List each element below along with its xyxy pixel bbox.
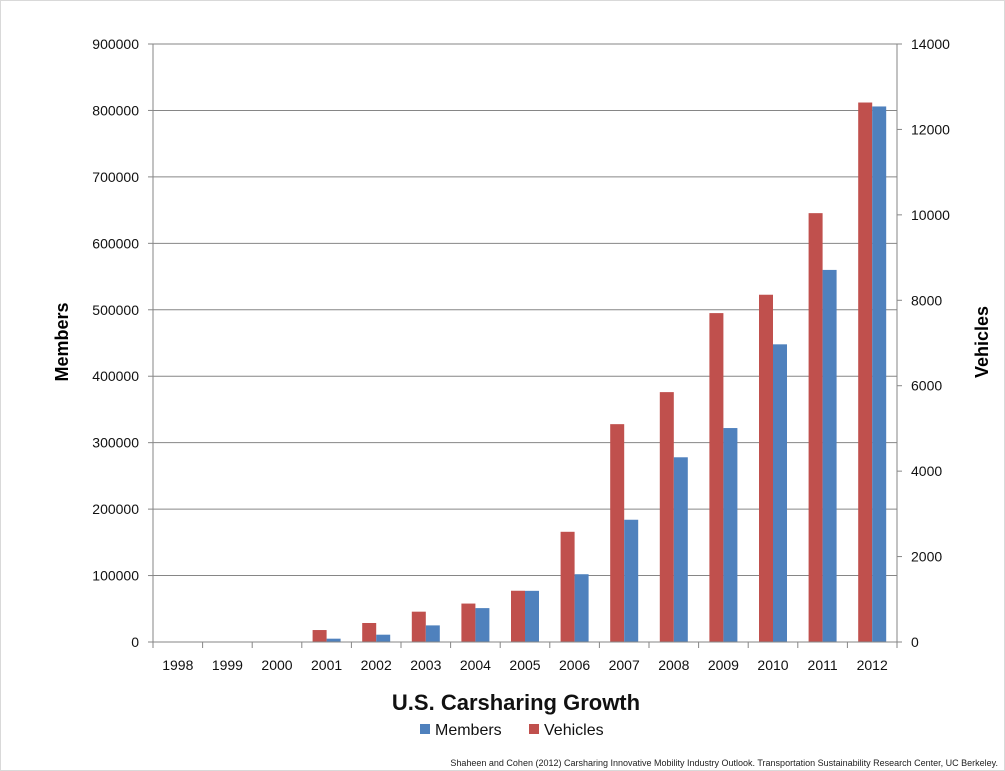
y-tick-label: 400000: [92, 368, 139, 384]
bar-members-2009: [723, 428, 738, 642]
bar-vehicles-2002: [362, 622, 377, 642]
bar-members-2002: [376, 634, 391, 642]
y-tick-label: 500000: [92, 302, 139, 318]
source-note: Shaheen and Cohen (2012) Carsharing Inno…: [450, 758, 998, 768]
y-tick-label: 700000: [92, 169, 139, 185]
bar-members-2010: [773, 344, 787, 642]
x-tick-label: 2002: [361, 657, 392, 673]
y2-tick-label: 2000: [911, 549, 942, 565]
x-tick-label: 2011: [808, 657, 838, 673]
y2-tick-label: 4000: [911, 463, 942, 479]
right-axis-ticks: 0 2000 4000 6000 8000 10000 12000 14000: [911, 36, 950, 650]
x-tick-label: 2012: [857, 657, 888, 673]
x-tick-label: 2001: [311, 657, 342, 673]
y2-tick-label: 6000: [911, 378, 942, 394]
bar-members-2004: [475, 608, 490, 642]
x-tick-label: 2010: [757, 657, 788, 673]
x-tick-label: 2000: [261, 657, 292, 673]
legend-swatch-members: [420, 724, 430, 734]
y-tick-label: 600000: [92, 235, 139, 251]
x-tick-label: 2006: [559, 657, 590, 673]
bar-vehicles-2011: [808, 213, 823, 643]
x-tick-label: 2004: [460, 657, 491, 673]
bar-members-2006: [574, 574, 589, 642]
y-tick-label: 300000: [92, 435, 139, 451]
chart-title: U.S. Carsharing Growth: [392, 690, 640, 715]
bar-members-2001: [326, 638, 341, 642]
bar-vehicles-2005: [511, 590, 525, 642]
y-tick-label: 100000: [92, 568, 139, 584]
left-axis-ticks: 0 100000 200000 300000 400000 500000 600000 700…: [92, 36, 139, 650]
x-tick-label: 2007: [609, 657, 640, 673]
legend-swatch-vehicles: [529, 724, 539, 734]
bar-vehicles-2010: [759, 294, 773, 642]
x-tick-label: 2009: [708, 657, 739, 673]
x-tick-label: 2003: [410, 657, 441, 673]
bar-vehicles-2007: [610, 424, 625, 642]
y2-axis-title: Vehicles: [972, 306, 992, 378]
bar-vehicles-2012: [858, 102, 873, 643]
x-tick-label: 2005: [509, 657, 540, 673]
bar-vehicles-2008: [659, 392, 674, 642]
bar-vehicles-2003: [411, 611, 426, 642]
y2-tick-label: 12000: [911, 121, 950, 137]
bar-members-2007: [624, 519, 639, 642]
x-axis-ticks: 1998 1999 2000 2001 2002 2003 2004 2005 2006 2007…: [162, 657, 888, 673]
y-tick-label: 0: [131, 634, 139, 650]
y-tick-label: 900000: [92, 36, 139, 52]
bar-members-2011: [822, 269, 837, 642]
x-tick-label: 1999: [212, 657, 243, 673]
y-tick-label: 800000: [92, 102, 139, 118]
bar-members-2012: [872, 106, 887, 643]
y2-tick-label: 0: [911, 634, 919, 650]
x-tick-label: 1998: [162, 657, 193, 673]
y2-tick-label: 8000: [911, 292, 942, 308]
bar-members-2003: [425, 625, 440, 642]
axes: [148, 43, 902, 648]
legend: Members Vehicles: [420, 722, 604, 739]
y2-tick-label: 10000: [911, 207, 950, 223]
bar-vehicles-2004: [461, 603, 476, 642]
legend-label-vehicles: Vehicles: [544, 722, 604, 739]
bar-vehicles-2006: [560, 531, 575, 642]
y-axis-title: Members: [52, 302, 72, 381]
y2-tick-label: 14000: [911, 36, 950, 52]
y-tick-label: 200000: [92, 501, 139, 517]
bar-vehicles-2009: [709, 313, 724, 642]
x-tick-label: 2008: [658, 657, 689, 673]
legend-label-members: Members: [435, 722, 502, 739]
bar-vehicles-2001: [312, 630, 327, 642]
bar-members-2005: [525, 590, 539, 642]
bars: [312, 102, 887, 643]
bar-members-2008: [673, 457, 688, 642]
